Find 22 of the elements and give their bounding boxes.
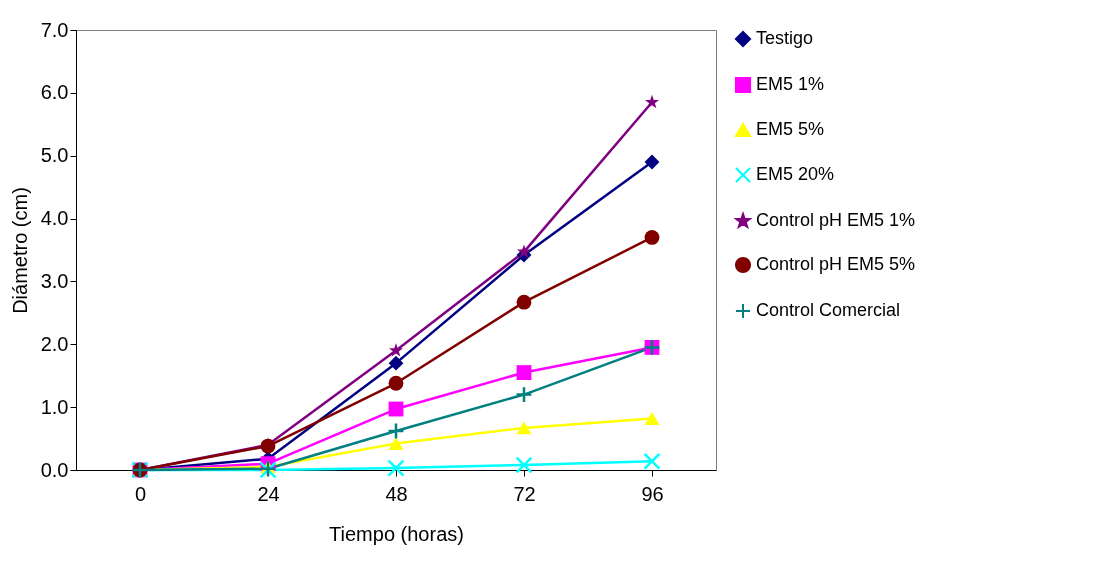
y-axis-title: Diámetro (cm) <box>8 187 31 314</box>
legend-label: EM5 5% <box>756 119 825 139</box>
y-tick-label: 0.0 <box>40 458 69 481</box>
y-tick-label: 3.0 <box>40 269 69 292</box>
legend-label: Control pH EM5 5% <box>756 254 916 274</box>
x-tick-label: 0 <box>134 482 147 505</box>
y-tick-label: 4.0 <box>40 207 69 230</box>
x-tick-label: 48 <box>385 482 408 505</box>
y-tick-label: 6.0 <box>40 81 69 104</box>
x-tick-label: 96 <box>641 482 664 505</box>
legend-label: Control pH EM5 1% <box>756 210 916 230</box>
y-tick-label: 7.0 <box>40 18 69 41</box>
x-tick-label: 24 <box>257 482 280 505</box>
y-tick-label: 1.0 <box>40 395 69 418</box>
x-axis-title: Tiempo (horas) <box>329 522 464 545</box>
y-tick-label: 5.0 <box>40 144 69 167</box>
y-tick-label: 2.0 <box>40 332 69 355</box>
legend-label: EM5 1% <box>756 74 825 94</box>
legend-label: Control Comercial <box>756 300 901 320</box>
legend-label: EM5 20% <box>756 164 835 184</box>
legend-label: Testigo <box>756 28 814 48</box>
x-tick-label: 72 <box>513 482 536 505</box>
